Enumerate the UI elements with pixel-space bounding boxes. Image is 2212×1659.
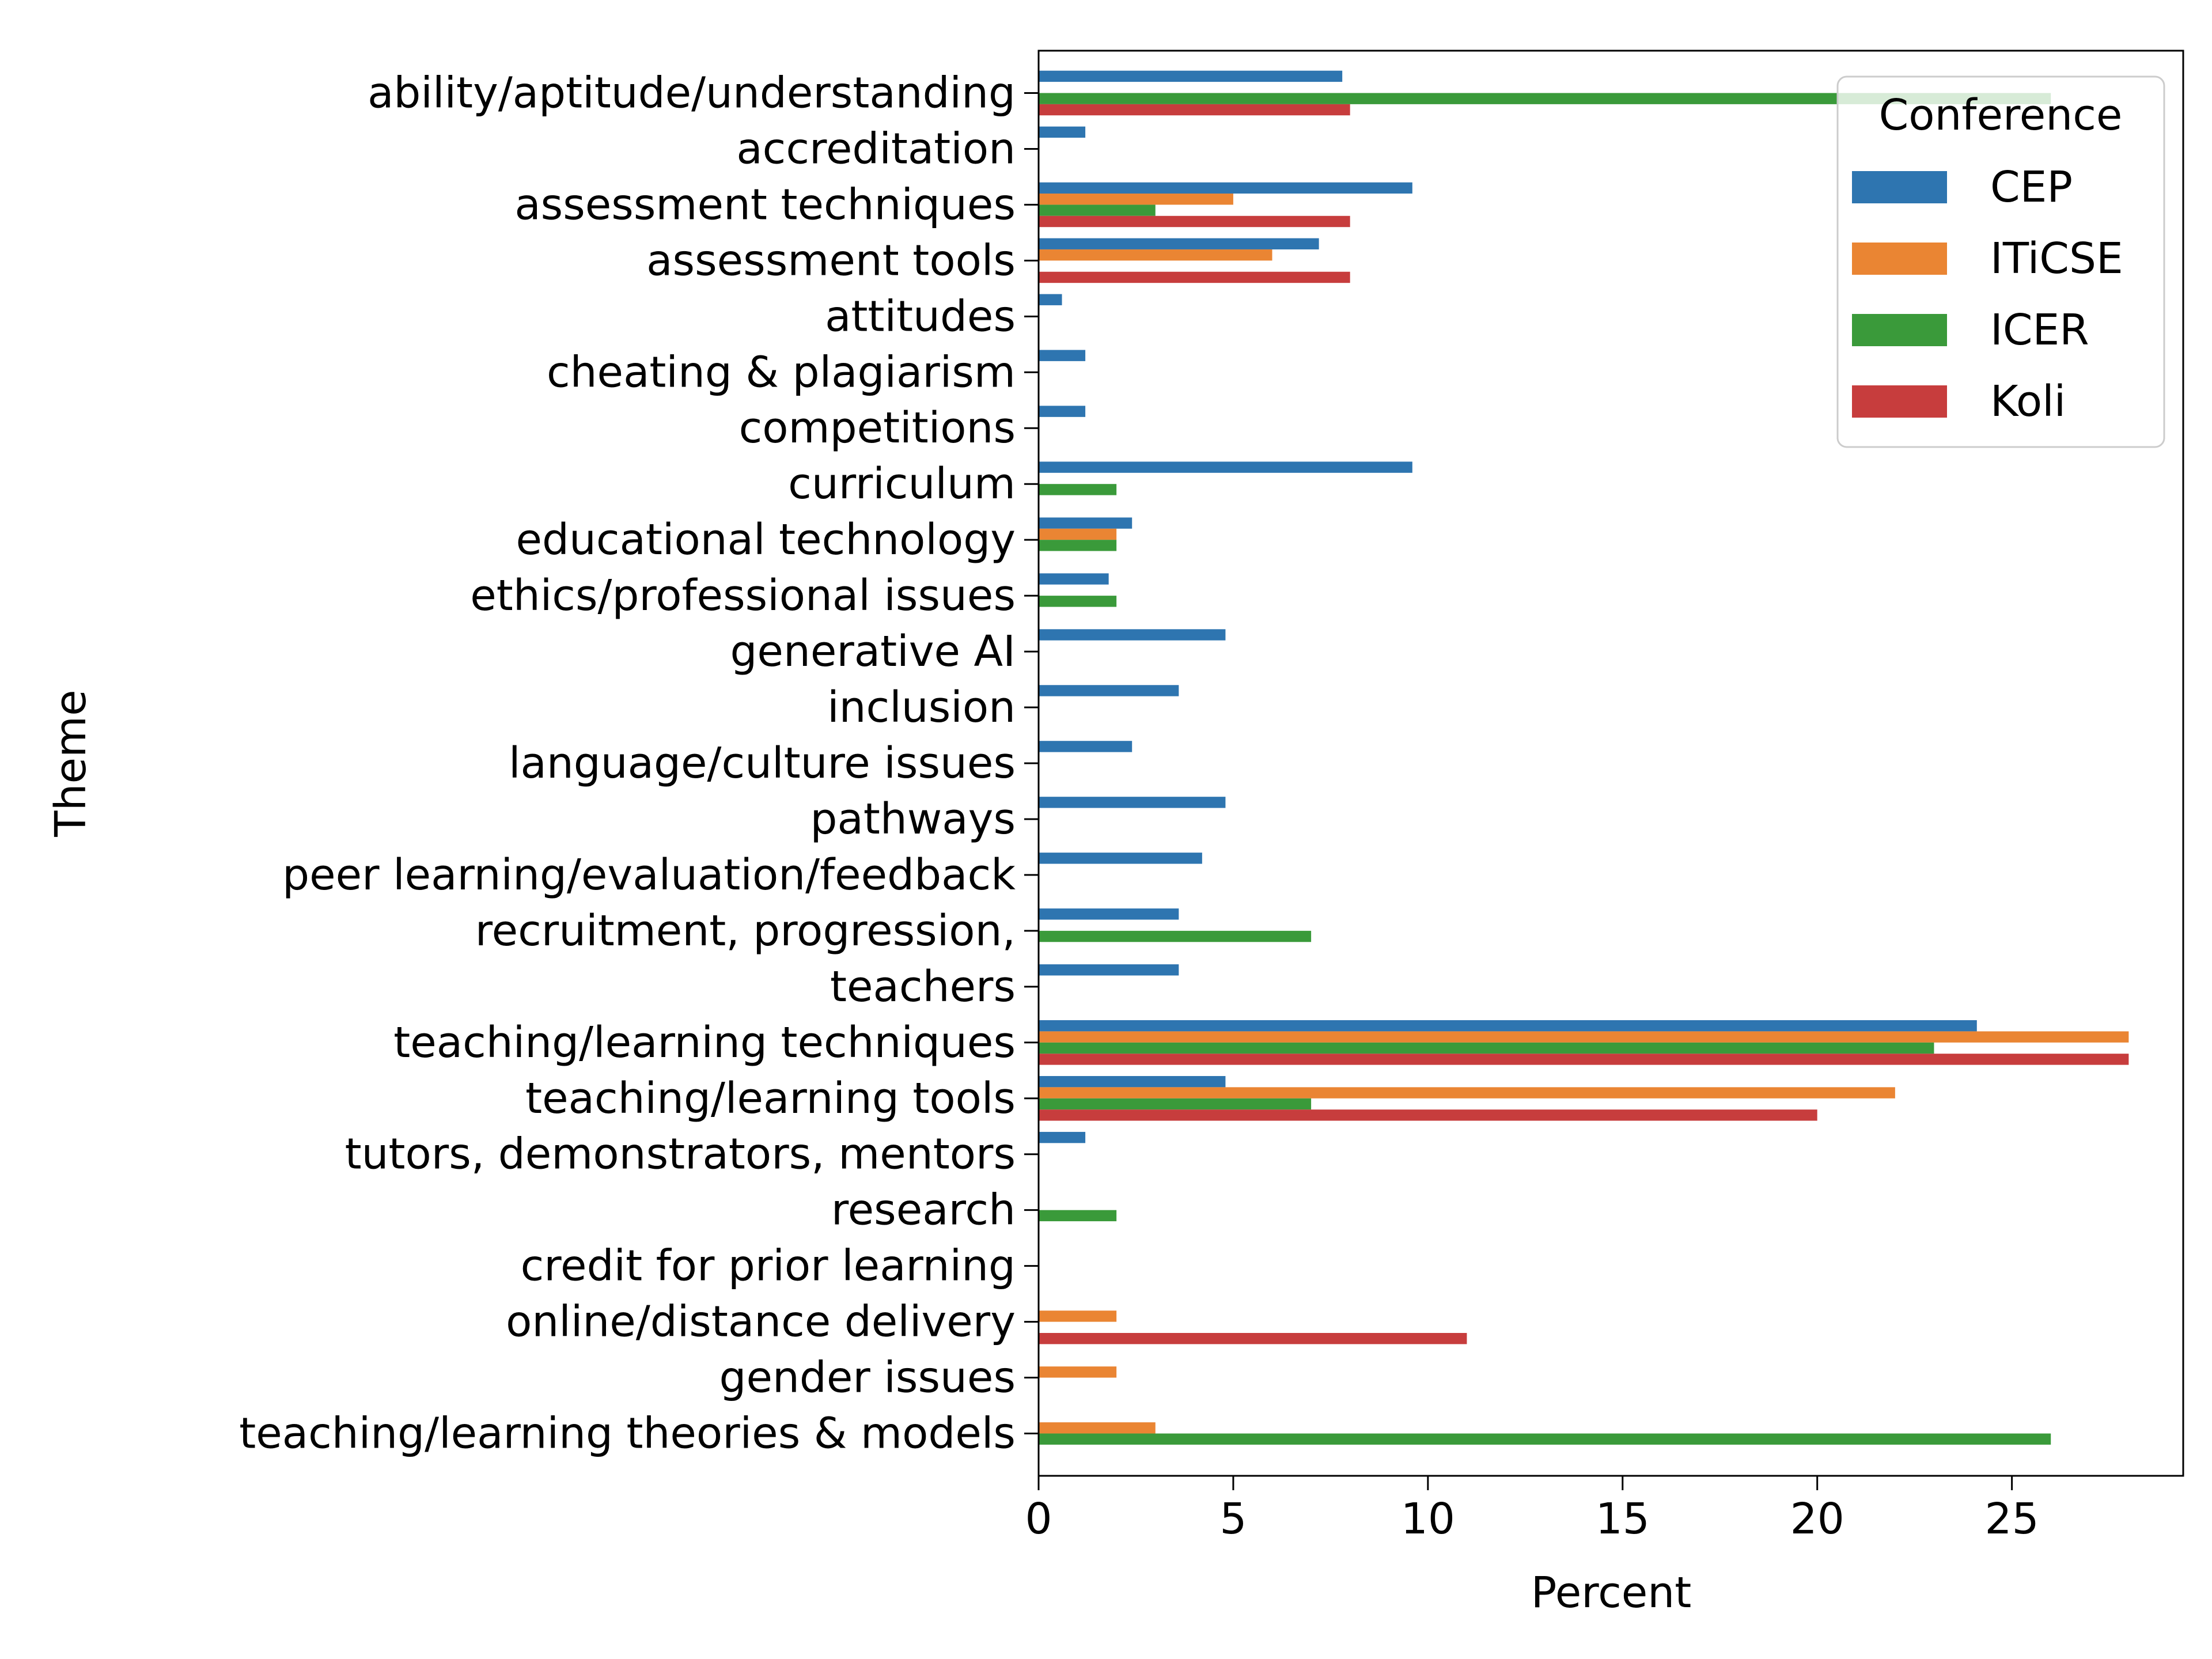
bar-icer <box>1039 1098 1312 1110</box>
legend-frame <box>1836 75 2165 448</box>
y-tick-label: accreditation <box>736 124 1016 173</box>
y-tick-label: teaching/learning theories & models <box>239 1409 1016 1459</box>
y-tick-label: peer learning/evaluation/feedback <box>282 850 1016 900</box>
bar-cep <box>1039 629 1226 641</box>
bar-koli <box>1039 104 1350 116</box>
bar-icer <box>1039 596 1117 607</box>
bar-icer <box>1039 930 1312 942</box>
bar-cep <box>1039 1075 1226 1088</box>
y-tick-label: pathways <box>810 794 1016 844</box>
bar-cep <box>1039 126 1086 138</box>
y-tick-label: generative AI <box>730 627 1016 676</box>
x-axis-ticks: 0 5 10 15 20 25 <box>1025 1476 2039 1544</box>
bar-icer <box>1039 1210 1117 1222</box>
y-tick-label: curriculum <box>788 459 1016 509</box>
bar-iticse <box>1039 1366 1117 1378</box>
legend-title: Conference <box>1879 90 2123 140</box>
legend-label-koli: Koli <box>1990 377 2066 426</box>
y-tick-label: assessment tools <box>646 236 1016 285</box>
bar-icer <box>1039 93 2051 104</box>
bar-icer <box>1039 204 1156 216</box>
x-tick-label: 5 <box>1219 1494 1247 1544</box>
y-tick-label: cheating & plagiarism <box>547 347 1016 397</box>
legend-swatch-iticse <box>1852 243 1947 275</box>
bar-cep <box>1039 294 1062 305</box>
bar-cep <box>1039 1020 1977 1032</box>
bar-cep <box>1039 685 1179 696</box>
bar-iticse <box>1039 1310 1117 1322</box>
bar-iticse <box>1039 1031 2129 1043</box>
y-tick-label: teachers <box>830 962 1016 1012</box>
bar-iticse <box>1039 194 1233 205</box>
bar-cep <box>1039 350 1086 361</box>
y-tick-label: ability/aptitude/understanding <box>368 68 1016 118</box>
bar-cep <box>1039 182 1412 194</box>
y-tick-label: educational technology <box>516 515 1016 565</box>
legend: Conference CEP ITiCSE ICER Koli <box>1836 75 2165 448</box>
bar-cep <box>1039 573 1109 585</box>
legend-label-icer: ICER <box>1990 305 2089 355</box>
bar-icer <box>1039 1042 1934 1054</box>
legend-label-cep: CEP <box>1990 162 2073 212</box>
y-tick-label: attitudes <box>825 291 1016 341</box>
bar-cep <box>1039 741 1132 752</box>
x-tick-label: 10 <box>1401 1494 1455 1544</box>
bar-koli <box>1039 215 1350 228</box>
y-tick-label: competitions <box>739 403 1016 453</box>
bar-icer <box>1039 484 1117 495</box>
bar-cep <box>1039 908 1179 920</box>
bar-cep <box>1039 461 1412 473</box>
bar-cep <box>1039 797 1226 808</box>
legend-swatch-cep <box>1852 171 1947 203</box>
y-tick-label: tutors, demonstrators, mentors <box>345 1130 1016 1179</box>
bar-koli <box>1039 1054 2129 1065</box>
bar-cep <box>1039 406 1086 417</box>
bars-group <box>1039 70 2129 1445</box>
y-tick-label: teaching/learning tools <box>525 1074 1016 1123</box>
y-tick-label: ethics/professional issues <box>470 571 1016 620</box>
legend-swatch-icer <box>1852 314 1947 346</box>
bar-icer <box>1039 1433 2051 1445</box>
y-tick-label: assessment techniques <box>514 180 1016 229</box>
bar-cep <box>1039 1131 1086 1143</box>
x-axis-label: Percent <box>1531 1568 1691 1618</box>
x-tick-label: 25 <box>1985 1494 2039 1544</box>
y-tick-label: gender issues <box>719 1353 1016 1403</box>
bar-iticse <box>1039 249 1272 261</box>
y-tick-label: online/distance delivery <box>506 1297 1016 1347</box>
bar-cep <box>1039 853 1202 864</box>
bar-cep <box>1039 70 1343 82</box>
y-tick-label: language/culture issues <box>509 738 1016 788</box>
bar-iticse <box>1039 1422 1156 1434</box>
legend-swatch-koli <box>1852 385 1947 418</box>
bar-koli <box>1039 1332 1467 1344</box>
bar-cep <box>1039 238 1319 249</box>
y-axis-ticks: ability/aptitude/understanding accreditat… <box>239 68 1039 1459</box>
y-tick-label: teaching/learning techniques <box>393 1018 1016 1067</box>
legend-label-iticse: ITiCSE <box>1990 234 2123 283</box>
bar-icer <box>1039 540 1117 551</box>
y-axis-label: Theme <box>46 690 96 837</box>
bar-koli <box>1039 1109 1817 1121</box>
x-tick-label: 0 <box>1025 1494 1052 1544</box>
x-tick-label: 20 <box>1790 1494 1844 1544</box>
bar-cep <box>1039 517 1132 529</box>
bar-cep <box>1039 964 1179 976</box>
bar-iticse <box>1039 1087 1895 1099</box>
y-tick-label: recruitment, progression, <box>475 906 1016 956</box>
y-tick-label: credit for prior learning <box>521 1241 1016 1291</box>
y-tick-label: inclusion <box>827 683 1016 732</box>
legend-items: CEP ITiCSE ICER Koli <box>1852 162 2123 426</box>
x-tick-label: 15 <box>1596 1494 1650 1544</box>
bar-iticse <box>1039 528 1117 540</box>
y-tick-label: research <box>831 1185 1016 1235</box>
bar-koli <box>1039 271 1350 283</box>
